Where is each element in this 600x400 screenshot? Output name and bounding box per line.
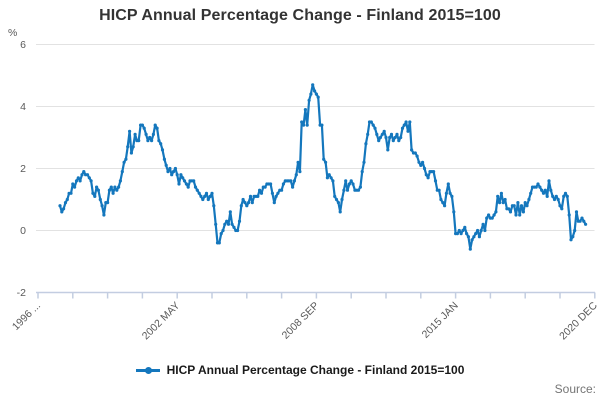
series-hicp-line (58, 83, 588, 251)
y-tick-label: -2 (17, 287, 26, 299)
y-tick-label: 6 (20, 39, 26, 51)
y-tick-label: 4 (20, 101, 26, 113)
x-tick-label: 2008 SEP (280, 300, 322, 342)
legend-line-marker-icon (135, 364, 160, 377)
y-tick-label: 2 (20, 163, 26, 175)
chart-legend: HICP Annual Percentage Change - Finland … (0, 363, 600, 377)
source-label: Source: (554, 382, 596, 396)
x-tick-label: 2002 MAY (140, 300, 183, 343)
y-gridlines (36, 44, 595, 231)
legend-label: HICP Annual Percentage Change - Finland … (166, 363, 465, 377)
x-tick-label: 2015 JAN (420, 300, 461, 341)
x-axis (36, 291, 596, 299)
x-tick-labels: 1996 ... 2002 MAY 2008 SEP 2015 JAN 2020 DEC (10, 299, 600, 342)
y-tick-labels: -2 0 2 4 6% (8, 27, 26, 299)
chart-title: HICP Annual Percentage Change - Finland … (99, 7, 501, 24)
legend-dot (144, 366, 152, 374)
x-tick-label: 2020 DEC (557, 299, 600, 342)
y-tick-label: 0 (20, 225, 26, 237)
legend-item-hicp[interactable]: HICP Annual Percentage Change - Finland … (135, 363, 465, 377)
y-axis-unit-label: % (8, 27, 17, 39)
x-tick-label: 1996 ... (10, 300, 43, 333)
chart-plot-area: 1996 ... 2002 MAY 2008 SEP 2015 JAN 2020 DEC… (8, 27, 600, 342)
